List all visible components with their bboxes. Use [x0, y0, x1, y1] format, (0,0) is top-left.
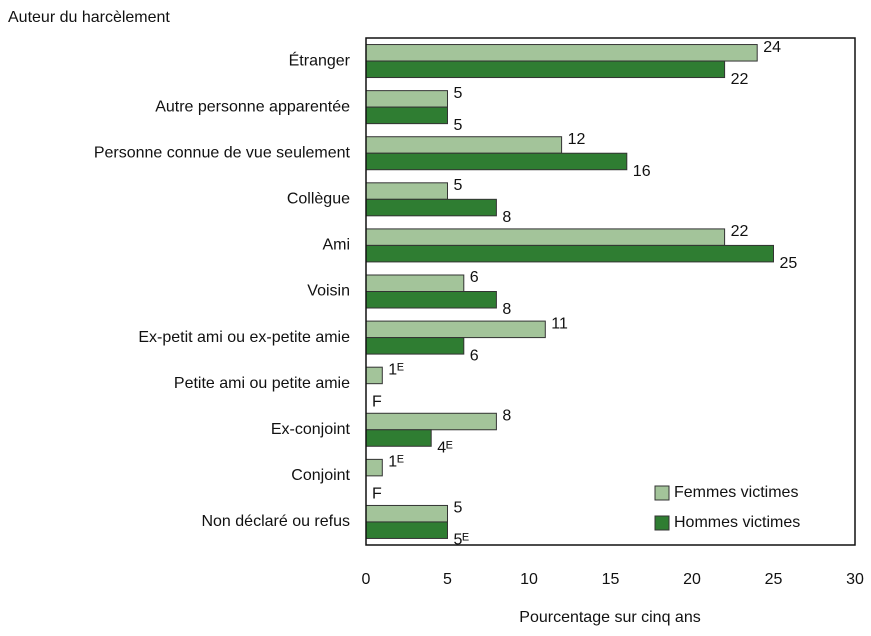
y-tick-label: Ex-petit ami ou ex-petite amie: [138, 329, 350, 346]
data-label: 5: [454, 177, 463, 194]
bar: [365, 291, 497, 309]
y-tick-label: Ex-conjoint: [271, 421, 351, 438]
x-tick-label: 15: [602, 571, 620, 588]
bar: [365, 228, 726, 246]
x-tick-label: 5: [443, 571, 452, 588]
data-label: 5ᴱ: [454, 532, 470, 549]
data-label: 12: [568, 131, 586, 148]
header-label: Auteur du harcèlement: [8, 9, 170, 26]
bar: [365, 412, 497, 431]
data-label: F: [372, 486, 382, 503]
data-label: 5: [454, 85, 463, 102]
bar: [365, 182, 448, 200]
data-label: 11: [551, 315, 568, 332]
data-label: 8: [502, 407, 511, 424]
bar: [365, 429, 432, 447]
bar: [365, 458, 383, 477]
data-label: 5: [454, 500, 463, 517]
data-label: 8: [502, 209, 511, 226]
y-tick-label: Personne connue de vue seulement: [94, 144, 351, 161]
data-label: F: [372, 393, 382, 410]
bar: [365, 320, 546, 339]
legend-label: Hommes victimes: [674, 514, 800, 531]
bar: [365, 366, 383, 385]
bar: [365, 90, 448, 108]
x-tick-label: 25: [765, 571, 783, 588]
bar: [365, 60, 726, 79]
legend-swatch: [654, 485, 670, 501]
data-label: 8: [502, 301, 511, 318]
plot-frame: [365, 37, 856, 546]
y-tick-label: Petite ami ou petite amie: [174, 375, 350, 392]
bar: [365, 106, 448, 125]
legend-label: Femmes victimes: [674, 484, 798, 501]
data-label: 22: [731, 71, 749, 88]
y-tick-label: Étranger: [289, 50, 351, 69]
x-tick-label: 0: [362, 571, 371, 588]
y-tick-label: Conjoint: [291, 467, 350, 484]
bar: [365, 136, 563, 154]
data-label: 4ᴱ: [437, 439, 453, 456]
x-tick-label: 10: [520, 571, 538, 588]
data-label: 22: [731, 223, 749, 240]
bar: [365, 337, 465, 355]
data-label: 25: [780, 255, 798, 272]
y-tick-label: Autre personne apparentée: [155, 98, 350, 115]
x-axis-title: Pourcentage sur cinq ans: [519, 609, 700, 626]
y-tick-label: Ami: [322, 237, 350, 254]
data-label: 1ᴱ: [388, 454, 404, 471]
bar: [365, 244, 774, 263]
bar: [365, 274, 465, 292]
y-tick-label: Voisin: [307, 283, 350, 300]
data-label: 6: [470, 347, 479, 364]
legend-swatch: [654, 515, 670, 531]
bar: [365, 152, 628, 171]
data-label: 6: [470, 269, 479, 286]
data-label: 5: [454, 117, 463, 134]
data-label: 16: [633, 163, 651, 180]
bar: [365, 521, 448, 539]
x-tick-label: 30: [846, 571, 864, 588]
y-tick-label: Collègue: [287, 191, 350, 208]
bar: [365, 504, 448, 523]
bar: [365, 44, 758, 62]
y-tick-label: Non déclaré ou refus: [201, 513, 350, 530]
data-label: 1ᴱ: [388, 361, 404, 378]
bar: [365, 198, 497, 217]
x-tick-label: 20: [683, 571, 701, 588]
data-label: 24: [763, 39, 781, 56]
